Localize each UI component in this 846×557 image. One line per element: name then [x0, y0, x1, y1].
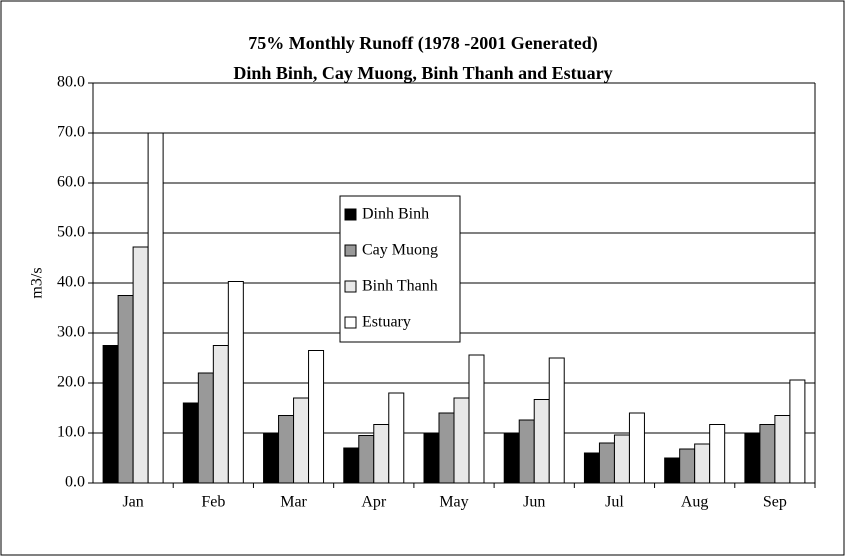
legend-swatch	[344, 280, 357, 293]
bar	[227, 281, 244, 484]
bar	[423, 432, 440, 484]
bar	[613, 434, 630, 484]
x-tick-label: Jul	[605, 494, 624, 511]
bar	[709, 424, 726, 484]
bar	[453, 397, 470, 484]
bar	[147, 132, 164, 484]
bar	[518, 419, 535, 484]
y-tick-label: 0.0	[65, 474, 85, 491]
bar	[197, 372, 214, 484]
bar	[212, 345, 229, 484]
y-tick-label: 50.0	[57, 224, 85, 241]
y-tick-label: 30.0	[57, 324, 85, 341]
bar	[468, 354, 485, 484]
legend-box	[339, 195, 461, 343]
y-axis-label: m3/s	[29, 267, 46, 298]
chart-subtitle: Dinh Binh, Cay Muong, Binh Thanh and Est…	[233, 63, 612, 83]
y-tick-label: 60.0	[57, 174, 85, 191]
bar	[679, 448, 696, 484]
bar	[533, 399, 550, 484]
bar	[503, 433, 520, 484]
bar	[343, 447, 360, 484]
bar	[308, 350, 325, 484]
legend-label: Binh Thanh	[362, 278, 438, 295]
x-tick-label: Jan	[122, 494, 143, 511]
bar	[759, 424, 776, 484]
y-tick-label: 80.0	[57, 74, 85, 91]
bar	[664, 457, 681, 484]
x-tick-label: May	[439, 494, 468, 511]
y-tick-label: 40.0	[57, 274, 85, 291]
legend-label: Dinh Binh	[362, 206, 429, 223]
y-tick-label: 10.0	[57, 424, 85, 441]
bar	[263, 432, 280, 484]
x-tick-label: Apr	[361, 494, 387, 511]
x-tick-label: Sep	[763, 494, 787, 511]
bar	[694, 443, 711, 484]
bar	[278, 415, 295, 484]
chart-title: 75% Monthly Runoff (1978 -2001 Generated…	[248, 33, 597, 54]
bar	[598, 442, 615, 484]
bar	[102, 345, 119, 484]
x-tick-label: Jun	[523, 494, 545, 511]
bar	[744, 432, 761, 484]
legend-swatch	[344, 208, 357, 221]
y-tick-label: 20.0	[57, 374, 85, 391]
bar	[548, 357, 565, 484]
bar	[132, 246, 149, 484]
bar	[774, 415, 791, 484]
bar	[117, 295, 134, 484]
x-tick-label: Aug	[681, 494, 709, 511]
y-tick-label: 70.0	[57, 124, 85, 141]
bar	[182, 402, 199, 484]
bar	[358, 435, 375, 484]
bar	[628, 412, 645, 484]
bar	[293, 397, 310, 484]
x-tick-label: Mar	[280, 494, 307, 511]
bar	[438, 412, 455, 484]
legend-swatch	[344, 316, 357, 329]
bar	[373, 424, 390, 484]
legend-label: Estuary	[362, 314, 411, 331]
bar	[388, 392, 405, 484]
x-tick-label: Feb	[201, 494, 225, 511]
legend-label: Cay Muong	[362, 242, 438, 259]
bar	[583, 452, 600, 484]
legend-swatch	[344, 244, 357, 257]
bar	[789, 379, 806, 484]
